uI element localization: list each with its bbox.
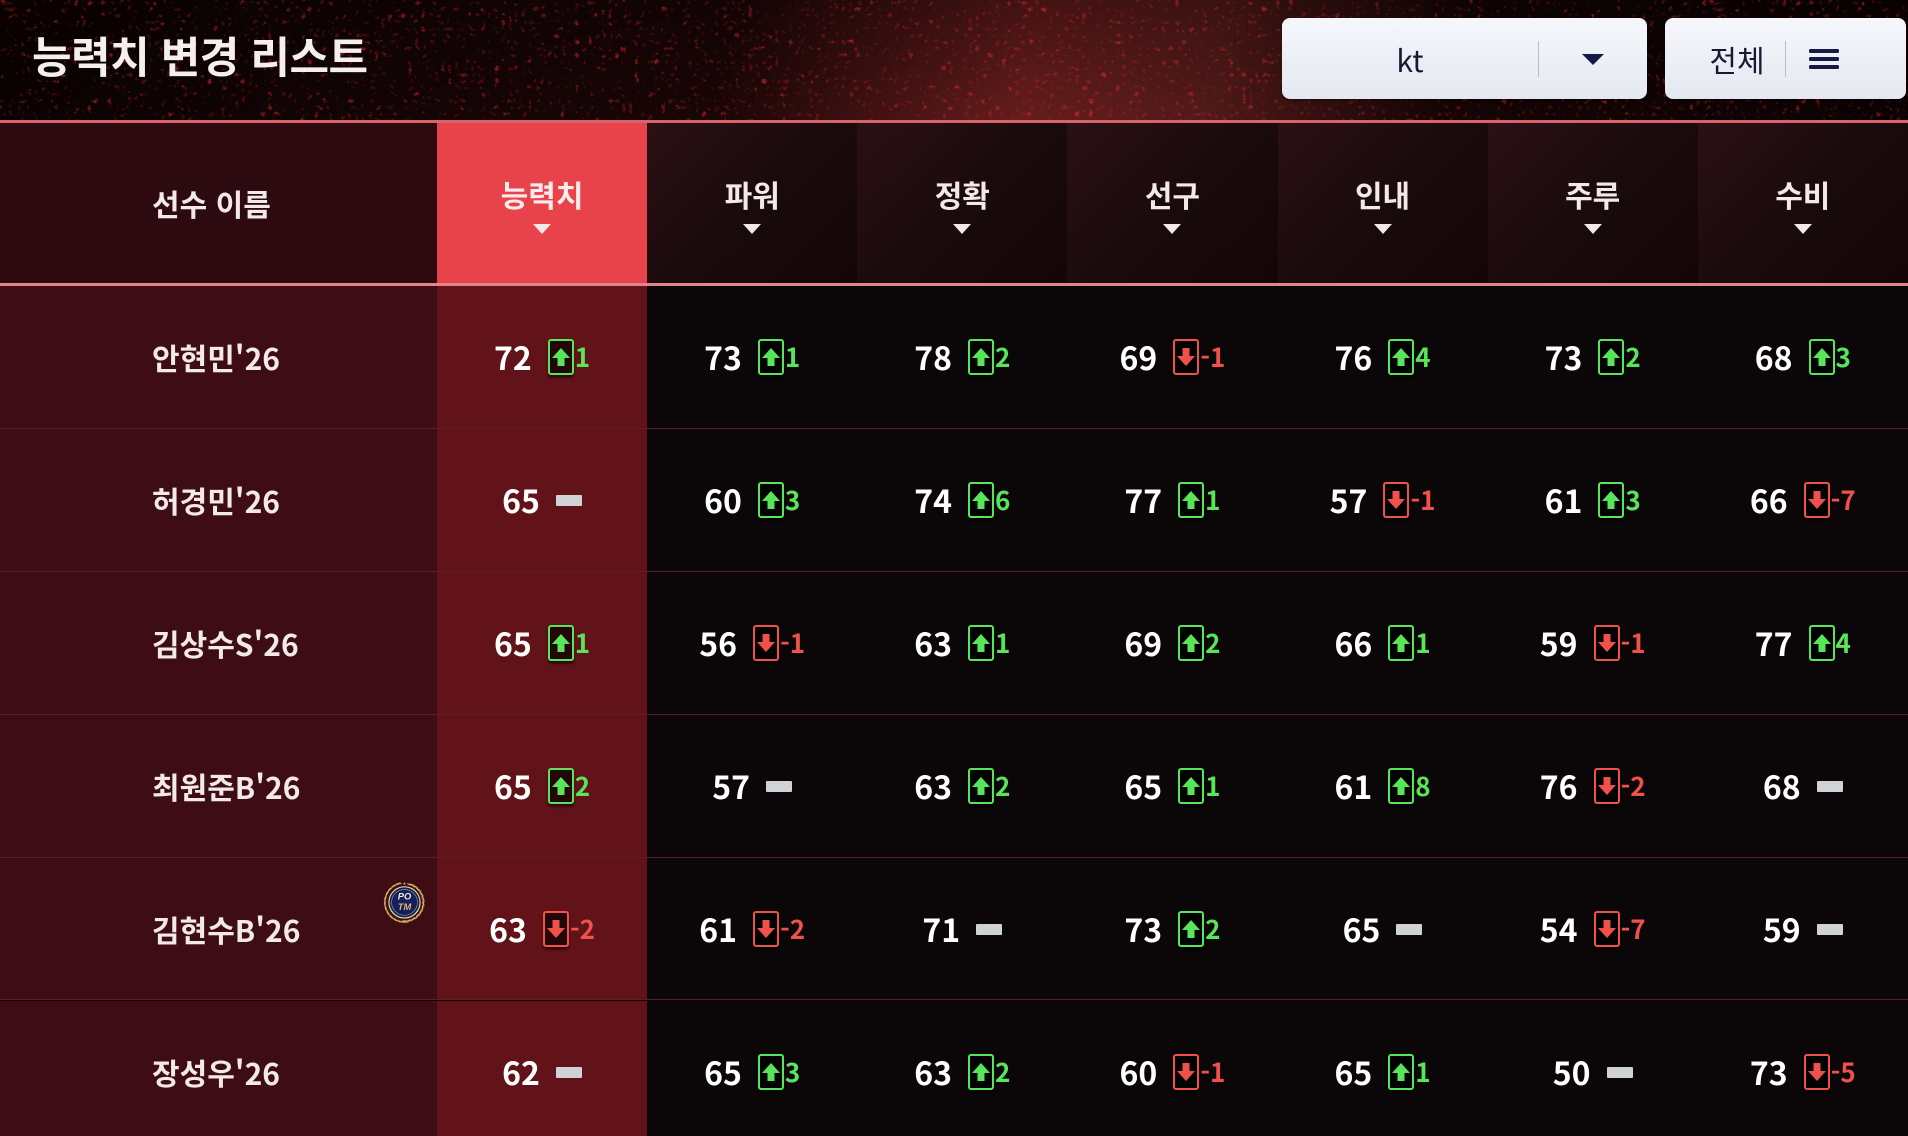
svg-text:TM: TM	[398, 902, 412, 912]
svg-text:PO: PO	[398, 891, 412, 901]
